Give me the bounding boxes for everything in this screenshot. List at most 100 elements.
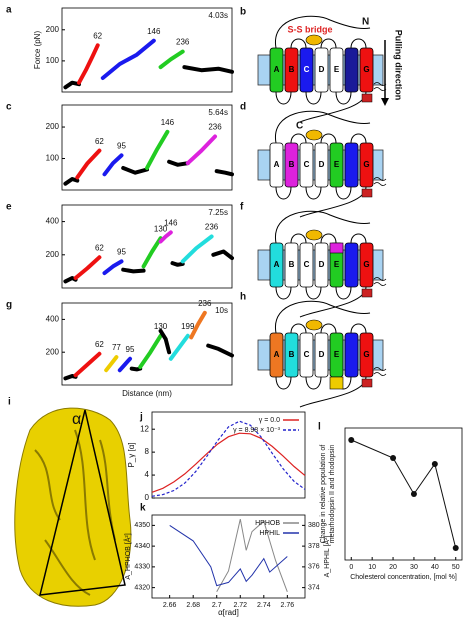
legend-label: γ = 8.98 × 10⁻³ (233, 427, 281, 434)
panel-label: l (318, 422, 321, 433)
trace-segment (185, 134, 217, 166)
trace-segment (182, 65, 234, 74)
trace-segment (100, 38, 156, 80)
helix-label: C (304, 260, 310, 269)
helix (284, 47, 299, 93)
series-line (216, 518, 288, 593)
point (390, 455, 397, 461)
helix-label: C (304, 350, 310, 359)
helix (299, 142, 314, 188)
panel-label: k (140, 503, 146, 514)
x-tick-label: 2.7 (212, 602, 222, 609)
plot-frame (344, 427, 463, 561)
peak-label: 146 (164, 218, 178, 227)
protein-structure: i α (8, 397, 132, 607)
retinal (361, 93, 373, 103)
point (431, 461, 438, 467)
helix (269, 142, 284, 188)
helix (284, 142, 299, 188)
x-tick-label: 40 (431, 564, 439, 571)
retinal (361, 378, 373, 388)
trace-segment (117, 356, 132, 373)
plot-frame (151, 514, 306, 599)
peak-label: 62 (93, 31, 102, 40)
y-tick-label: 4320 (134, 584, 150, 591)
trace-segment (121, 267, 146, 274)
helix (269, 242, 284, 288)
n-terminus: N (362, 17, 369, 28)
trace-segment (63, 80, 81, 90)
y-axis-label: Change in relative population of (320, 445, 327, 544)
peak-label: 62 (95, 243, 104, 252)
panel-label: i (8, 397, 11, 408)
y2-tick-label: 376 (308, 564, 320, 571)
patch (329, 242, 344, 254)
peak-label: 77 (112, 343, 121, 352)
trace-segment (168, 333, 190, 361)
angle-triangle (39, 409, 126, 596)
trace-segment (180, 234, 214, 264)
x-tick-label: 2.74 (257, 602, 271, 609)
legend-label: γ = 0.0 (259, 417, 280, 424)
x-axis-label: Cholesterol concentration, [mol %] (350, 574, 457, 581)
peak-label: 95 (126, 345, 135, 354)
trace-segment (214, 169, 234, 177)
panel-label: c (6, 102, 12, 113)
trace-segment (158, 328, 172, 355)
x-tick-label: 50 (452, 564, 460, 571)
panel-label: g (6, 300, 12, 311)
time-label: 10s (215, 306, 228, 315)
helix-label: C (304, 160, 310, 169)
peak-label: 95 (117, 248, 126, 257)
y2-tick-label: 374 (308, 584, 320, 591)
helix-label: B (289, 260, 295, 269)
panel-label: f (240, 202, 244, 213)
trace-segment (211, 249, 234, 261)
y-tick-label: 100 (46, 56, 60, 65)
helix-label: G (363, 65, 369, 74)
x-axis-label: Distance (nm) (122, 389, 172, 398)
x-tick-label: 0 (349, 564, 353, 571)
helix (359, 47, 374, 93)
time-label: 4.03s (208, 11, 228, 20)
structure-helices (34, 429, 116, 596)
point (348, 437, 355, 443)
loops (275, 210, 371, 318)
peak-label: 130 (154, 224, 168, 233)
disulfide (305, 34, 323, 46)
panel-label: a (6, 5, 12, 16)
plot-frame (61, 302, 233, 386)
x-tick-label: 2.66 (163, 602, 177, 609)
peak-label: 236 (198, 299, 212, 308)
helix (344, 242, 359, 288)
x-tick-label: 2.68 (186, 602, 200, 609)
series-line (151, 420, 306, 497)
disulfide (305, 229, 323, 241)
y2-tick-label: 378 (308, 543, 320, 550)
y-tick-label: 8 (145, 447, 150, 456)
helix-label: A (274, 65, 280, 74)
point (410, 491, 417, 497)
y-tick-label: 0 (145, 493, 150, 502)
pulling-label: Pulling direction (394, 30, 404, 101)
time-label: 7.25s (208, 208, 228, 217)
helix-label: A (274, 160, 280, 169)
y-tick-label: 4 (145, 470, 150, 479)
helix-label: B (289, 160, 295, 169)
helix (359, 242, 374, 288)
trace-segment (75, 148, 102, 180)
helix (344, 332, 359, 378)
y-tick-label: 200 (46, 25, 60, 34)
helix-label: E (334, 160, 340, 169)
helix-label: G (363, 350, 369, 359)
helix-label: B (289, 65, 295, 74)
c-terminus: C (296, 121, 303, 132)
disulfide (305, 319, 323, 331)
y-axis-label: Force (pN) (33, 31, 42, 70)
y-tick-label: 12 (140, 424, 149, 433)
peak-label: 236 (205, 223, 219, 232)
helix-label: C (304, 65, 310, 74)
helix-label: E (334, 65, 340, 74)
x-tick-label: 30 (410, 564, 418, 571)
helix (284, 242, 299, 288)
